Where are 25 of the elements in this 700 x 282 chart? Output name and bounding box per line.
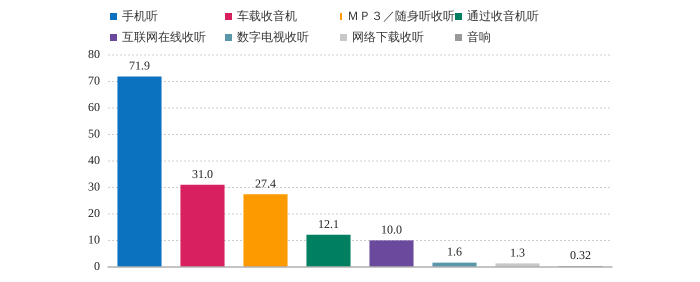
data-label: 1.3 [510,246,525,260]
data-label: 10.0 [381,222,402,236]
data-label: 12.1 [318,216,339,231]
legend-label: 数字电视收听 [237,29,309,46]
legend-label: 互联网在线收听 [122,29,206,46]
y-tick-label: 40 [88,153,100,168]
y-tick-label: 50 [88,126,100,141]
legend-label: 车载收音机 [237,8,297,25]
legend-label: ＭＰ３／随身听收听 [347,8,455,25]
y-tick-label: 70 [88,74,100,88]
legend-label: 通过收音机听 [467,8,539,25]
data-label: 1.6 [447,244,462,259]
data-label: 0.32 [570,248,591,262]
y-tick-label: 10 [88,232,100,246]
y-tick-label: 30 [88,180,100,194]
data-label: 27.4 [255,176,276,190]
legend-label: 手机听 [122,8,158,25]
data-label: 31.0 [192,166,213,181]
y-tick-label: 80 [88,47,100,62]
legend-label: 网络下载收听 [352,29,424,46]
legend-label: 音响 [467,29,491,46]
data-label: 71.9 [129,58,150,73]
y-tick-label: 20 [88,206,100,220]
y-tick-label: 60 [88,100,100,114]
y-tick-label: 0 [94,258,100,273]
